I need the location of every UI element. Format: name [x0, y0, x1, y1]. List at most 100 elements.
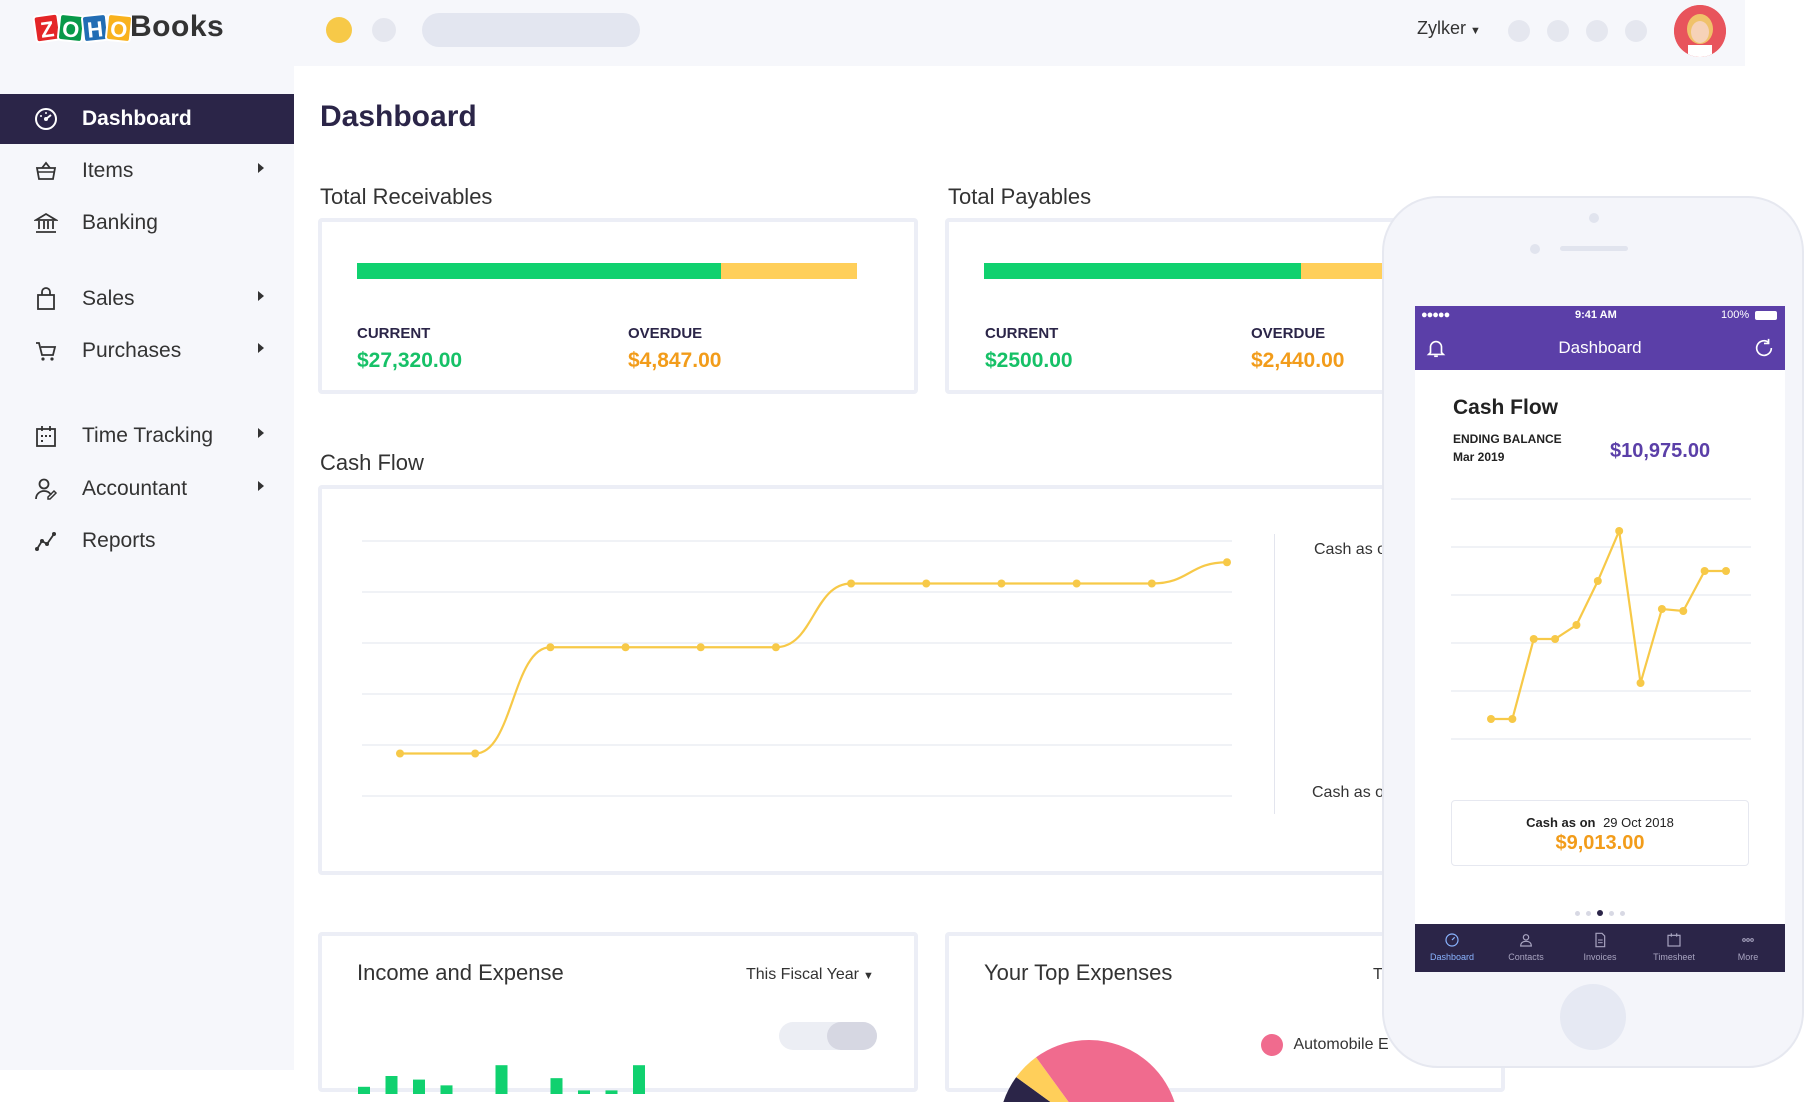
page-dot: [1575, 911, 1580, 916]
chevron-down-icon: ▼: [862, 970, 874, 982]
data-point: [771, 643, 780, 652]
phone-speaker: [1560, 246, 1628, 251]
receivables-title: Total Receivables: [320, 184, 493, 209]
data-point: [396, 749, 404, 758]
phone-cash-as-on-label: Cash as on: [1526, 815, 1596, 830]
bar: [413, 1079, 425, 1094]
tab-label: Timesheet: [1653, 952, 1695, 962]
data-point: [1529, 635, 1538, 643]
phone-page-dots[interactable]: [1572, 903, 1628, 921]
basket-icon: [35, 161, 57, 180]
header-action-icon-4[interactable]: [1625, 20, 1647, 42]
data-point: [1508, 715, 1517, 723]
phone-home-button[interactable]: [1560, 984, 1626, 1050]
cashflow-side-label-bottom: Cash as o: [1312, 784, 1385, 801]
data-point: [1487, 715, 1495, 723]
receivables-overdue-label: OVERDUE: [628, 325, 703, 342]
phone-cash-as-on-date: 29 Oct 2018: [1603, 815, 1674, 830]
data-point: [1722, 567, 1730, 575]
more-icon: [1742, 938, 1754, 942]
header-action-icon-1[interactable]: [1508, 20, 1530, 42]
calendar-icon: [1667, 933, 1681, 947]
receivables-card[interactable]: CURRENT $27,320.00 OVERDUE $4,847.00: [318, 218, 918, 394]
phone-tab-invoices[interactable]: Invoices: [1563, 924, 1637, 972]
legend-swatch: [1261, 1034, 1283, 1056]
logo-text: Books: [130, 10, 225, 43]
bar: [605, 1090, 618, 1094]
data-point: [997, 579, 1006, 588]
phone-tab-contacts[interactable]: Contacts: [1489, 924, 1563, 972]
cashflow-title: Cash Flow: [320, 450, 424, 475]
receivables-overdue-bar: [721, 263, 857, 279]
receivables-current-value: $27,320.00: [357, 349, 463, 372]
caret-right-icon: [258, 163, 264, 173]
yellow-dot-icon[interactable]: [326, 17, 352, 43]
header-action-icon-2[interactable]: [1547, 20, 1569, 42]
series-line: [400, 561, 1228, 755]
caret-right-icon: [258, 343, 264, 353]
data-point: [621, 643, 630, 652]
dashboard-icon: [1445, 933, 1459, 947]
phone-cash-as-on-value: $9,013.00: [1555, 832, 1645, 854]
sidebar-item-purchases[interactable]: Purchases: [0, 326, 294, 376]
tab-label: Invoices: [1583, 952, 1617, 962]
sidebar-item-accountant[interactable]: Accountant: [0, 464, 294, 514]
status-battery: 100%: [1721, 309, 1750, 321]
phone-status-bar: ●●●●● 9:41 AM 100%: [1415, 306, 1785, 326]
sidebar-item-time-tracking[interactable]: Time Tracking: [0, 411, 294, 461]
dashboard-icon: [35, 108, 57, 130]
sidebar: Dashboard Items Banking Sales Purchases …: [0, 66, 294, 1070]
bell-icon[interactable]: [1425, 337, 1447, 359]
sidebar-item-reports[interactable]: Reports: [0, 516, 294, 566]
tab-label: Contacts: [1508, 952, 1544, 962]
phone-tab-more[interactable]: More: [1711, 924, 1785, 972]
data-point: [1223, 558, 1231, 567]
phone-tab-timesheet[interactable]: Timesheet: [1637, 924, 1711, 972]
refresh-icon[interactable]: [1753, 337, 1775, 359]
search-bar-placeholder[interactable]: [422, 13, 640, 47]
income-expense-card: Income and Expense This Fiscal Year ▼: [318, 932, 918, 1094]
bar: [578, 1090, 590, 1094]
top-expenses-period-dropdown[interactable]: T: [1373, 966, 1383, 983]
reports-icon: [35, 532, 56, 551]
invoice-icon: [1595, 932, 1606, 948]
income-expense-period: This Fiscal Year: [746, 966, 859, 983]
data-point: [1593, 577, 1602, 585]
page-dot: [1609, 911, 1614, 916]
org-switcher[interactable]: Zylker ▼: [1417, 18, 1481, 39]
data-point: [1147, 579, 1156, 588]
tab-label: More: [1737, 952, 1759, 962]
page-dot: [1620, 911, 1625, 916]
phone-tab-dashboard[interactable]: Dashboard: [1415, 924, 1489, 972]
data-point: [1615, 527, 1624, 535]
cashflow-card: Cash as o Cash as o: [318, 485, 1438, 875]
sidebar-item-label: Sales: [82, 287, 135, 310]
phone-header: Dashboard: [1415, 326, 1785, 370]
signal-icon: ●●●●●: [1421, 309, 1450, 321]
data-point: [1551, 635, 1560, 643]
phone-tab-bar: Dashboard Contacts Invoices Timesheet Mo…: [1415, 924, 1785, 972]
income-expense-period-dropdown[interactable]: This Fiscal Year ▼: [746, 966, 874, 984]
bar: [358, 1086, 370, 1094]
sidebar-item-sales[interactable]: Sales: [0, 274, 294, 324]
header-action-icon-3[interactable]: [1586, 20, 1608, 42]
sidebar-item-banking[interactable]: Banking: [0, 198, 294, 248]
placeholder-dot-icon[interactable]: [372, 18, 396, 42]
caret-right-icon: [258, 428, 264, 438]
accountant-icon: [35, 478, 58, 500]
data-point: [847, 579, 856, 588]
sidebar-item-label: Accountant: [82, 477, 188, 500]
toggle-knob: [827, 1022, 877, 1050]
phone-cash-as-on-box: Cash as on 29 Oct 2018 $9,013.00: [1451, 800, 1749, 866]
top-expenses-title: Your Top Expenses: [984, 960, 1173, 985]
data-point: [696, 643, 705, 652]
cashflow-chart: [362, 540, 1232, 797]
phone-camera: [1589, 213, 1599, 223]
sidebar-item-dashboard[interactable]: Dashboard: [0, 94, 294, 144]
income-expense-toggle[interactable]: [779, 1022, 877, 1050]
sidebar-item-items[interactable]: Items: [0, 146, 294, 196]
sidebar-item-label: Reports: [82, 529, 156, 552]
bar: [440, 1085, 453, 1094]
user-avatar[interactable]: [1674, 5, 1726, 57]
org-name: Zylker: [1417, 18, 1466, 38]
